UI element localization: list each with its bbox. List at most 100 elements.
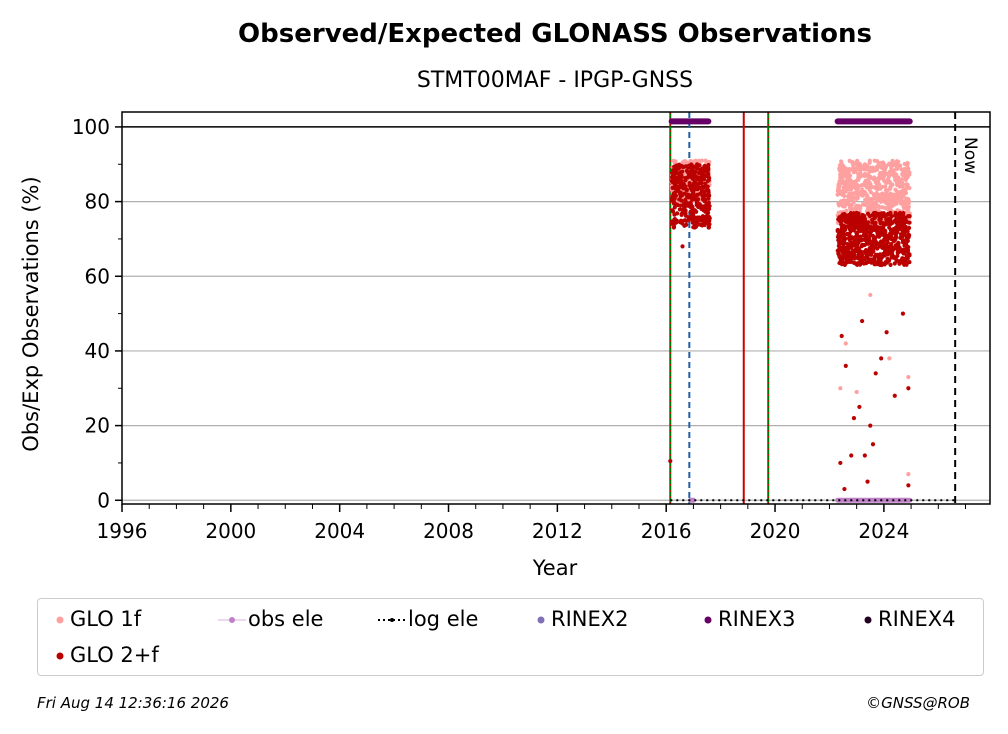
data-point bbox=[899, 235, 904, 240]
data-point bbox=[684, 222, 689, 227]
data-point bbox=[853, 239, 858, 244]
data-point bbox=[695, 192, 700, 197]
data-point bbox=[906, 374, 911, 380]
data-point bbox=[870, 442, 876, 447]
data-point bbox=[841, 256, 846, 261]
data-point bbox=[873, 220, 878, 225]
data-point bbox=[881, 170, 886, 175]
legend-label: GLO 1f bbox=[70, 607, 142, 631]
data-point bbox=[864, 192, 869, 197]
data-point bbox=[846, 197, 851, 202]
x-tick-label: 2016 bbox=[641, 519, 692, 543]
data-point bbox=[881, 177, 886, 182]
data-point bbox=[704, 203, 709, 208]
data-point bbox=[703, 158, 708, 163]
data-point bbox=[872, 175, 877, 180]
data-point bbox=[895, 189, 900, 194]
data-point bbox=[836, 228, 841, 233]
data-point bbox=[887, 356, 892, 361]
data-point bbox=[840, 212, 846, 217]
data-point bbox=[847, 238, 852, 243]
data-point bbox=[896, 241, 901, 246]
data-point bbox=[877, 244, 883, 249]
data-point bbox=[855, 205, 860, 210]
data-point bbox=[888, 262, 893, 267]
data-point bbox=[863, 221, 869, 226]
data-point bbox=[837, 260, 842, 266]
data-point bbox=[903, 190, 909, 196]
data-point bbox=[899, 220, 904, 225]
legend-item-rinex2: RINEX2 bbox=[533, 607, 629, 631]
data-point bbox=[868, 423, 873, 428]
data-point bbox=[840, 239, 845, 244]
data-point bbox=[840, 246, 845, 252]
data-point bbox=[907, 259, 912, 265]
data-point bbox=[680, 221, 685, 226]
data-point bbox=[851, 169, 856, 175]
data-point bbox=[882, 230, 887, 235]
data-point bbox=[860, 318, 865, 324]
data-point bbox=[868, 252, 874, 257]
data-point bbox=[878, 219, 883, 225]
data-point bbox=[688, 204, 693, 209]
data-point bbox=[873, 371, 878, 376]
chart-title: Observed/Expected GLONASS Observations bbox=[238, 19, 872, 49]
data-point bbox=[860, 202, 866, 207]
legend-label: obs ele bbox=[248, 607, 324, 631]
data-point bbox=[690, 176, 695, 181]
data-point bbox=[900, 311, 906, 316]
x-tick-label: 1996 bbox=[97, 519, 148, 543]
data-point bbox=[677, 185, 682, 190]
data-point bbox=[683, 178, 688, 183]
data-point bbox=[864, 252, 870, 257]
data-point bbox=[888, 191, 893, 196]
data-point bbox=[906, 386, 911, 391]
data-point bbox=[874, 167, 879, 172]
legend-item-obs-ele: obs ele bbox=[218, 607, 323, 631]
data-point bbox=[691, 209, 696, 215]
data-point bbox=[877, 182, 882, 187]
data-point bbox=[870, 220, 875, 225]
data-point bbox=[851, 165, 856, 170]
data-point bbox=[862, 182, 867, 188]
data-point bbox=[873, 186, 878, 191]
data-point bbox=[846, 220, 852, 225]
legend-label: RINEX3 bbox=[718, 607, 796, 631]
legend-marker bbox=[52, 646, 70, 666]
chart-subtitle: STMT00MAF - IPGP-GNSS bbox=[417, 68, 693, 93]
data-point bbox=[851, 416, 857, 421]
data-point bbox=[836, 217, 841, 222]
data-point bbox=[858, 228, 863, 234]
data-point bbox=[678, 194, 683, 199]
data-point bbox=[868, 292, 873, 298]
data-point bbox=[856, 256, 861, 261]
data-point bbox=[897, 184, 902, 189]
data-point bbox=[690, 168, 695, 173]
data-point bbox=[895, 246, 901, 251]
data-point bbox=[878, 176, 883, 181]
data-point bbox=[856, 234, 861, 239]
data-point bbox=[847, 191, 852, 196]
data-point bbox=[873, 204, 878, 209]
data-point bbox=[895, 253, 900, 259]
data-point bbox=[858, 220, 863, 225]
data-point bbox=[680, 244, 685, 249]
data-point bbox=[907, 233, 912, 238]
data-point bbox=[670, 177, 676, 182]
data-point bbox=[893, 237, 898, 242]
x-tick-label: 2004 bbox=[314, 519, 365, 543]
series-glo-2-f bbox=[668, 162, 912, 492]
data-point bbox=[865, 256, 870, 261]
x-tick-label: 2024 bbox=[858, 519, 909, 543]
data-point bbox=[693, 174, 698, 179]
data-point bbox=[835, 234, 841, 240]
data-point bbox=[873, 207, 878, 212]
data-point bbox=[853, 183, 858, 188]
data-point bbox=[881, 251, 886, 256]
legend-label: RINEX2 bbox=[551, 607, 629, 631]
data-point bbox=[841, 229, 846, 235]
data-point bbox=[893, 162, 898, 167]
data-point bbox=[865, 181, 870, 186]
data-point bbox=[847, 158, 852, 163]
data-point bbox=[670, 174, 675, 179]
